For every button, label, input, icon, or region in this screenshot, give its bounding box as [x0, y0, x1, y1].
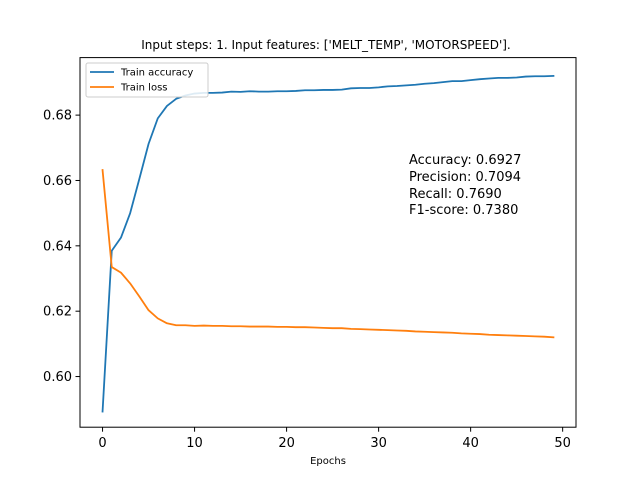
y-tick-label: 0.66 [43, 174, 72, 189]
x-tick-label: 10 [186, 436, 203, 451]
x-axis-label: Epochs [310, 456, 346, 467]
y-tick-label: 0.64 [43, 239, 72, 254]
annotation-f1-score: F1-score: 0.7380 [409, 203, 518, 218]
legend: Train accuracy Train loss [86, 63, 208, 97]
legend-label-train-loss: Train loss [120, 83, 168, 94]
legend-label-train-accuracy: Train accuracy [120, 68, 193, 79]
x-tick-label: 40 [462, 436, 479, 451]
annotation-precision: Precision: 0.7094 [409, 170, 521, 185]
x-tick-label: 0 [98, 436, 106, 451]
annotation-accuracy: Accuracy: 0.6927 [409, 153, 521, 168]
x-tick-label: 20 [278, 436, 295, 451]
y-tick-label: 0.62 [43, 305, 72, 320]
y-tick-label: 0.68 [43, 109, 72, 124]
annotation-recall: Recall: 0.7690 [409, 187, 502, 202]
x-tick-label: 50 [554, 436, 571, 451]
chart-title: Input steps: 1. Input features: ['MELT_T… [141, 38, 511, 52]
x-tick-label: 30 [370, 436, 387, 451]
y-tick-label: 0.60 [43, 370, 72, 385]
